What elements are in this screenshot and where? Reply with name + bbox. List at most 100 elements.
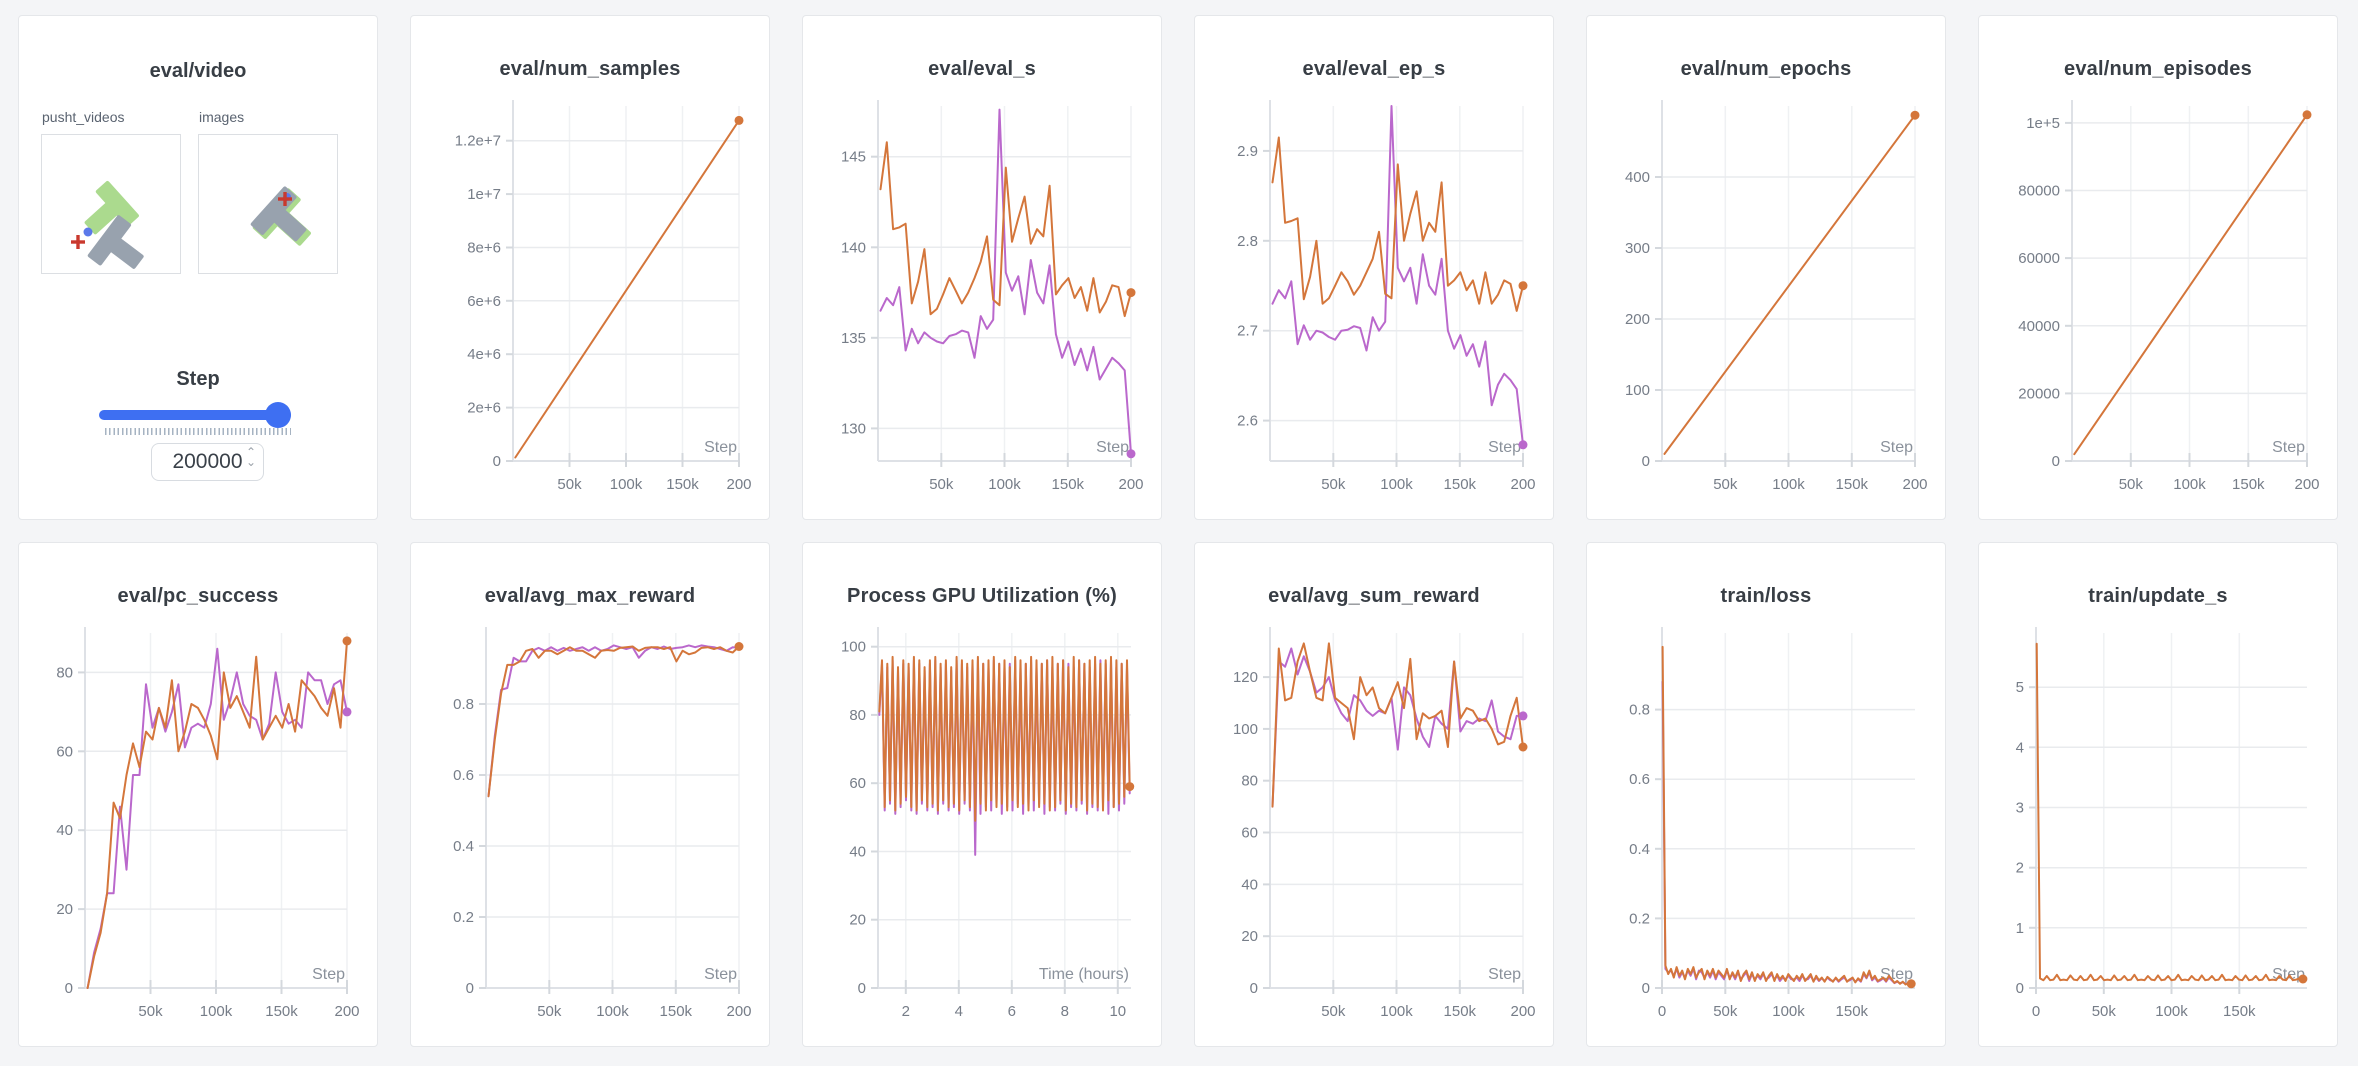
svg-text:100k: 100k (1772, 476, 1805, 493)
media-key-pusht-videos: pusht_videos (42, 109, 125, 125)
stepper-down-icon[interactable]: ⌄ (245, 455, 256, 469)
svg-text:0: 0 (858, 980, 866, 997)
panel-eval-avg-max-reward[interactable]: eval/avg_max_reward 50k 100k 150k 200 0 0.2 0.… (410, 542, 770, 1047)
svg-text:2.7: 2.7 (1237, 323, 1258, 340)
chart-title: eval/num_epochs (1680, 58, 1852, 80)
svg-text:Time (hours): Time (hours) (1039, 966, 1129, 983)
svg-text:6e+6: 6e+6 (467, 293, 501, 310)
svg-text:0: 0 (1642, 980, 1650, 997)
panel-eval-pc-success[interactable]: eval/pc_success 50k 100k 150k 200 0 20 40 60 80 S… (18, 542, 378, 1047)
svg-text:50k: 50k (2092, 1003, 2117, 1020)
svg-text:0: 0 (2032, 1003, 2040, 1020)
chart-svg: 50k 100k 150k 200 130 135 140 145 Step (841, 100, 1144, 493)
svg-text:60: 60 (1241, 825, 1258, 842)
svg-text:0: 0 (1250, 980, 1258, 997)
chart-canvas[interactable]: 50k 100k 150k 200 0 2e+6 4e+6 6e+6 8e+6 1e+7 1.2e+… (411, 91, 769, 521)
svg-text:4: 4 (2016, 739, 2024, 756)
chart-canvas[interactable]: 2 4 6 8 10 0 20 40 60 80 100 Time (hours) (803, 618, 1161, 1048)
chart-canvas[interactable]: 50k 100k 150k 200 2.6 2.7 2.8 2.9 Step (1195, 91, 1553, 521)
chart-title: eval/num_episodes (2064, 58, 2252, 80)
svg-text:60: 60 (56, 743, 73, 760)
chart-canvas[interactable]: 0 50k 100k 150k 0 1 2 3 4 5 Step (1979, 618, 2337, 1048)
panel-eval-num-samples[interactable]: eval/num_samples 50k 100k 150k 200 0 2e+6 4e+6… (410, 15, 770, 520)
svg-text:100: 100 (841, 639, 866, 656)
svg-text:80: 80 (849, 707, 866, 724)
pusht-observation-image (250, 186, 311, 246)
svg-text:100k: 100k (1380, 1003, 1413, 1020)
svg-text:0.8: 0.8 (453, 696, 474, 713)
svg-text:1e+7: 1e+7 (467, 186, 501, 203)
svg-text:200: 200 (1625, 311, 1650, 328)
step-value: 200000 (172, 450, 243, 473)
svg-text:0: 0 (2016, 980, 2024, 997)
svg-text:Step: Step (312, 966, 345, 983)
svg-text:100k: 100k (2173, 476, 2206, 493)
svg-text:50k: 50k (1713, 476, 1738, 493)
panel-train-update-s[interactable]: train/update_s 0 50k 100k 150k 0 1 2 3 4 5 Step (1978, 542, 2338, 1047)
chart-canvas[interactable]: 0 50k 100k 150k 0 0.2 0.4 0.6 0.8 Step (1587, 618, 1945, 1048)
chart-canvas[interactable]: 50k 100k 150k 200 0 20000 40000 60000 80000 1e+5 S… (1979, 91, 2337, 521)
svg-text:0.4: 0.4 (1629, 841, 1650, 858)
svg-text:100k: 100k (988, 476, 1021, 493)
panel-eval-eval-ep-s[interactable]: eval/eval_ep_s 50k 100k 150k 200 2.6 2.7 2.8 2.… (1194, 15, 1554, 520)
svg-text:Step: Step (1488, 439, 1521, 456)
svg-text:3: 3 (2016, 800, 2024, 817)
step-slider-label: Step (176, 368, 220, 390)
svg-text:200: 200 (2294, 476, 2319, 493)
chart-svg: 50k 100k 150k 200 2.6 2.7 2.8 2.9 Step (1237, 100, 1536, 493)
step-slider[interactable] (99, 402, 291, 428)
svg-text:200: 200 (1118, 476, 1143, 493)
svg-text:0.6: 0.6 (1629, 771, 1650, 788)
svg-text:150k: 150k (265, 1003, 298, 1020)
svg-text:2.8: 2.8 (1237, 233, 1258, 250)
svg-text:100k: 100k (2155, 1003, 2188, 1020)
svg-text:80: 80 (1241, 773, 1258, 790)
chart-title: train/update_s (2088, 585, 2228, 607)
svg-text:50k: 50k (1713, 1003, 1738, 1020)
svg-text:0: 0 (493, 453, 501, 470)
svg-text:120: 120 (1233, 669, 1258, 686)
svg-text:400: 400 (1625, 169, 1650, 186)
svg-text:200: 200 (726, 476, 751, 493)
stepper-up-icon[interactable]: ⌃ (245, 445, 256, 459)
panel-eval-avg-sum-reward[interactable]: eval/avg_sum_reward 50k 100k 150k 200 0 20 40 6… (1194, 542, 1554, 1047)
svg-text:0: 0 (1658, 1003, 1666, 1020)
svg-text:150k: 150k (2223, 1003, 2256, 1020)
slider-handle[interactable] (265, 402, 291, 428)
panel-eval-num-epochs[interactable]: eval/num_epochs 50k 100k 150k 200 0 100 200 300… (1586, 15, 1946, 520)
svg-text:50k: 50k (1321, 476, 1346, 493)
svg-text:6: 6 (1008, 1003, 1016, 1020)
svg-text:Step: Step (2272, 439, 2305, 456)
panel-eval-eval-s[interactable]: eval/eval_s 50k 100k 150k 200 130 135 140 145 St… (802, 15, 1162, 520)
chart-title: eval/avg_max_reward (484, 585, 696, 607)
panel-gpu-utilization[interactable]: Process GPU Utilization (%) 2 4 6 8 10 0 20 40 6… (802, 542, 1162, 1047)
panel-eval-video[interactable]: eval/video pusht_videos images (18, 15, 378, 520)
svg-text:0.4: 0.4 (453, 838, 474, 855)
svg-text:2: 2 (2016, 860, 2024, 877)
svg-text:1.2e+7: 1.2e+7 (455, 133, 501, 150)
slider-tick-marks (105, 428, 291, 435)
svg-text:20000: 20000 (2018, 385, 2060, 402)
svg-text:50k: 50k (1321, 1003, 1346, 1020)
chart-canvas[interactable]: 50k 100k 150k 200 130 135 140 145 Step (803, 91, 1161, 521)
svg-text:50k: 50k (138, 1003, 163, 1020)
chart-title: eval/eval_ep_s (1302, 58, 1446, 80)
svg-text:100k: 100k (1772, 1003, 1805, 1020)
video-thumbnail-pusht[interactable] (41, 134, 181, 274)
svg-text:135: 135 (841, 330, 866, 347)
svg-text:145: 145 (841, 149, 866, 166)
image-thumbnail[interactable] (198, 134, 338, 274)
panel-eval-num-episodes[interactable]: eval/num_episodes 50k 100k 150k 200 0 20000 40… (1978, 15, 2338, 520)
chart-canvas[interactable]: 50k 100k 150k 200 0 20 40 60 80 100 120 Step (1195, 618, 1553, 1048)
chart-canvas[interactable]: 50k 100k 150k 200 0 0.2 0.4 0.6 0.8 Step (411, 618, 769, 1048)
chart-svg: 50k 100k 150k 200 0 20000 40000 60000 80000 1e+5 S… (2018, 100, 2320, 493)
panel-train-loss[interactable]: train/loss 0 50k 100k 150k 0 0.2 0.4 0.6 0.8 Step (1586, 542, 1946, 1047)
pusht-scene-image (71, 180, 144, 269)
svg-text:1: 1 (2016, 920, 2024, 937)
chart-title: train/loss (1720, 585, 1812, 607)
chart-svg: 50k 100k 150k 200 0 100 200 300 400 Step (1625, 100, 1928, 493)
step-number-input[interactable]: 200000 ⌃ ⌄ (151, 443, 264, 481)
chart-canvas[interactable]: 50k 100k 150k 200 0 100 200 300 400 Step (1587, 91, 1945, 521)
chart-canvas[interactable]: 50k 100k 150k 200 0 20 40 60 80 Step (19, 618, 377, 1048)
